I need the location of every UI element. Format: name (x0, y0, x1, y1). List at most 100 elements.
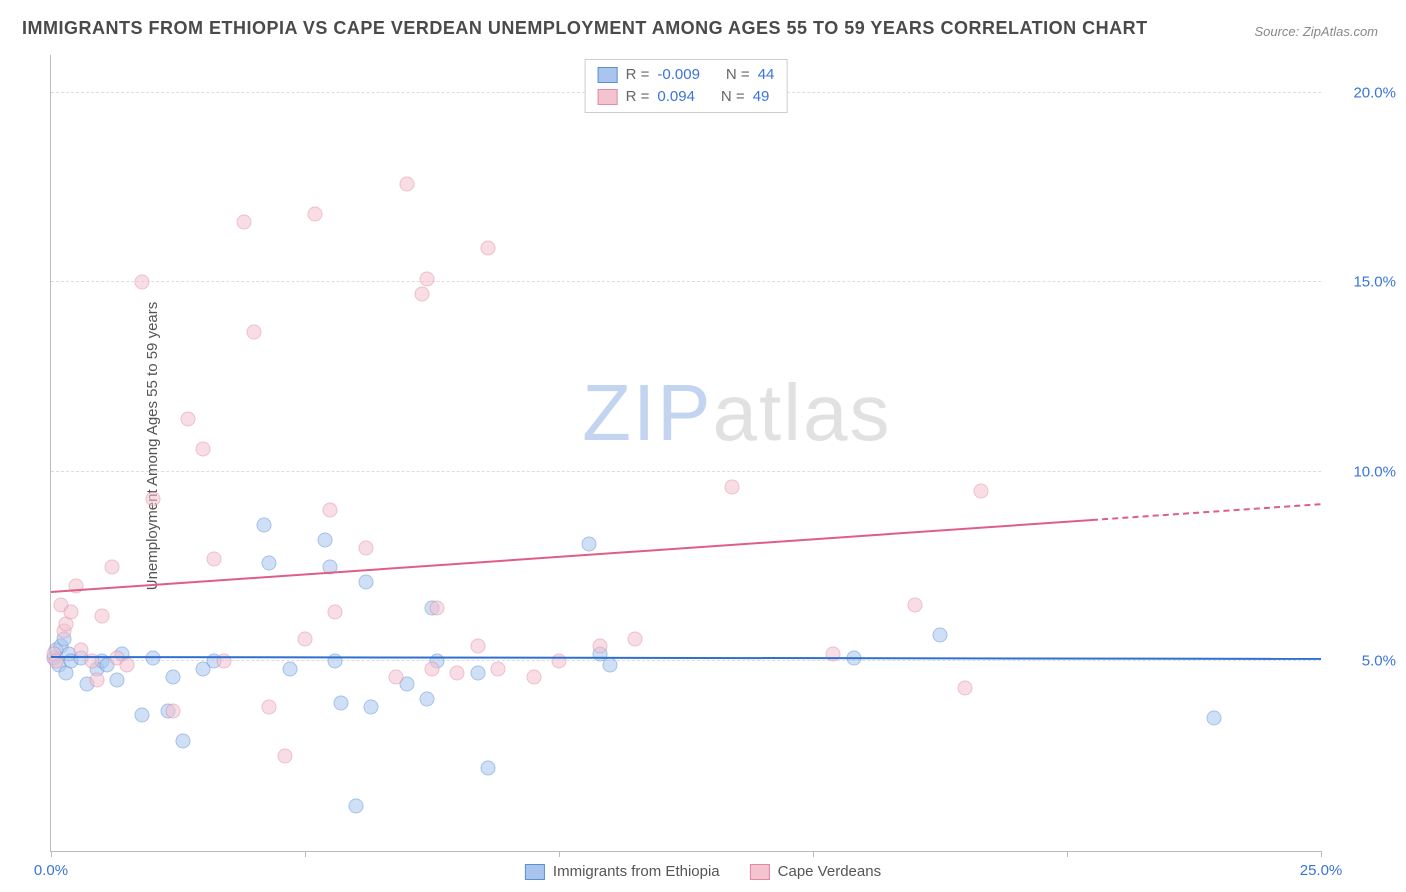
data-point (120, 658, 135, 673)
data-point (333, 696, 348, 711)
legend-label: Cape Verdeans (778, 863, 881, 880)
n-label: N = (721, 86, 745, 108)
data-point (907, 597, 922, 612)
data-point (94, 609, 109, 624)
data-point (110, 673, 125, 688)
data-point (135, 707, 150, 722)
data-point (450, 665, 465, 680)
data-point (602, 658, 617, 673)
data-point (724, 480, 739, 495)
x-tick (1067, 851, 1068, 857)
data-point (1207, 711, 1222, 726)
x-tick-label: 0.0% (34, 862, 68, 879)
correlation-legend-row: R = -0.009 N = 44 (598, 64, 775, 86)
x-tick (559, 851, 560, 857)
series-legend: Immigrants from Ethiopia Cape Verdeans (517, 861, 889, 882)
x-tick (51, 851, 52, 857)
y-tick-label: 15.0% (1353, 274, 1396, 291)
swatch-icon (598, 67, 618, 83)
gridline (51, 660, 1321, 661)
data-point (328, 605, 343, 620)
legend-label: Immigrants from Ethiopia (553, 863, 720, 880)
data-point (206, 552, 221, 567)
watermark-ip: IP (633, 368, 713, 457)
data-point (348, 798, 363, 813)
data-point (419, 692, 434, 707)
data-point (592, 639, 607, 654)
data-point (89, 673, 104, 688)
trend-line (51, 656, 1321, 660)
legend-item: Immigrants from Ethiopia (525, 863, 720, 880)
data-point (526, 669, 541, 684)
data-point (277, 749, 292, 764)
source-label: Source: ZipAtlas.com (1254, 24, 1378, 39)
data-point (389, 669, 404, 684)
r-label: R = (626, 86, 650, 108)
x-tick (1321, 851, 1322, 857)
data-point (165, 669, 180, 684)
data-point (308, 207, 323, 222)
data-point (958, 681, 973, 696)
data-point (480, 241, 495, 256)
data-point (491, 662, 506, 677)
data-point (399, 176, 414, 191)
data-point (480, 760, 495, 775)
data-point (257, 518, 272, 533)
swatch-icon (750, 864, 770, 880)
y-tick-label: 5.0% (1362, 653, 1396, 670)
legend-item: Cape Verdeans (750, 863, 881, 880)
data-point (135, 275, 150, 290)
data-point (628, 631, 643, 646)
data-point (262, 699, 277, 714)
data-point (414, 286, 429, 301)
data-point (358, 574, 373, 589)
n-label: N = (726, 64, 750, 86)
data-point (298, 631, 313, 646)
data-point (973, 483, 988, 498)
data-point (262, 555, 277, 570)
trend-line (1092, 503, 1321, 521)
data-point (425, 662, 440, 677)
chart-title: IMMIGRANTS FROM ETHIOPIA VS CAPE VERDEAN… (22, 18, 1148, 39)
data-point (364, 699, 379, 714)
data-point (64, 605, 79, 620)
swatch-icon (598, 89, 618, 105)
data-point (582, 536, 597, 551)
chart-plot-area: ZIPatlas R = -0.009 N = 44 R = 0.094 N =… (50, 55, 1321, 852)
data-point (282, 662, 297, 677)
y-tick-label: 20.0% (1353, 84, 1396, 101)
data-point (181, 411, 196, 426)
data-point (165, 703, 180, 718)
data-point (470, 639, 485, 654)
data-point (176, 734, 191, 749)
data-point (237, 214, 252, 229)
data-point (247, 324, 262, 339)
gridline (51, 471, 1321, 472)
watermark: ZIPatlas (582, 367, 891, 459)
swatch-icon (525, 864, 545, 880)
x-tick (305, 851, 306, 857)
data-point (933, 627, 948, 642)
r-label: R = (626, 64, 650, 86)
r-value: -0.009 (657, 64, 700, 86)
data-point (145, 491, 160, 506)
correlation-legend-row: R = 0.094 N = 49 (598, 86, 775, 108)
x-tick-label: 25.0% (1300, 862, 1343, 879)
correlation-legend: R = -0.009 N = 44 R = 0.094 N = 49 (585, 59, 788, 113)
n-value: 49 (753, 86, 770, 108)
data-point (323, 502, 338, 517)
data-point (430, 601, 445, 616)
data-point (196, 442, 211, 457)
y-tick-label: 10.0% (1353, 463, 1396, 480)
data-point (470, 665, 485, 680)
watermark-atlas: atlas (713, 368, 892, 457)
data-point (318, 533, 333, 548)
r-value: 0.094 (657, 86, 695, 108)
gridline (51, 281, 1321, 282)
x-tick (813, 851, 814, 857)
watermark-z: Z (582, 368, 633, 457)
data-point (358, 540, 373, 555)
data-point (104, 559, 119, 574)
n-value: 44 (758, 64, 775, 86)
data-point (419, 271, 434, 286)
